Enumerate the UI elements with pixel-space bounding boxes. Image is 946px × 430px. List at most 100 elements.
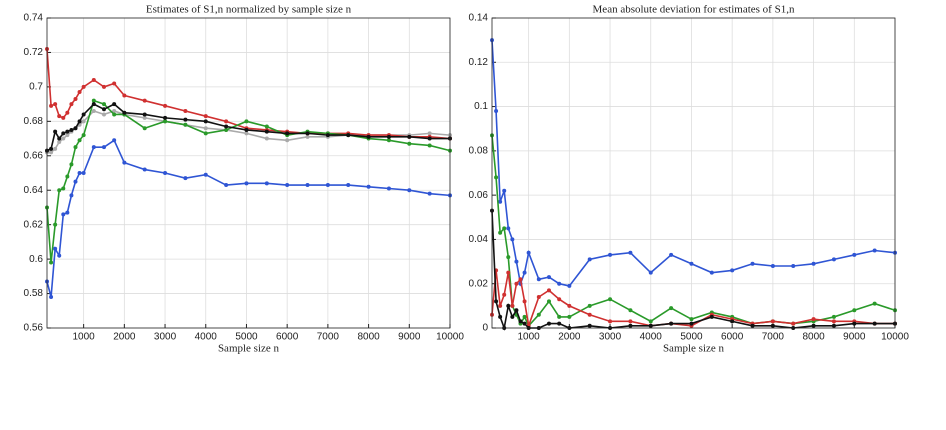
x-tick-label: 4000	[640, 332, 663, 343]
data-point	[53, 129, 58, 134]
data-point	[628, 250, 633, 255]
data-point	[494, 109, 499, 113]
plot-area	[492, 18, 895, 328]
data-point	[112, 81, 117, 86]
data-point	[567, 314, 572, 319]
data-point	[648, 323, 653, 328]
data-point	[498, 303, 503, 308]
data-point	[203, 126, 208, 131]
data-point	[49, 146, 54, 151]
data-point	[689, 317, 694, 322]
data-point	[325, 133, 330, 138]
data-point	[557, 297, 562, 302]
data-point	[506, 255, 511, 260]
data-point	[831, 257, 836, 262]
data-point	[142, 98, 147, 103]
y-tick-label: 0.56	[24, 323, 44, 334]
data-point	[510, 237, 515, 242]
y-tick-label: 0.08	[469, 145, 489, 156]
data-point	[77, 138, 82, 143]
x-tick-label: 1000	[73, 332, 96, 343]
data-point	[648, 319, 653, 324]
x-tick-label: 2000	[558, 332, 581, 343]
data-point	[427, 143, 432, 148]
chart-title: Estimates of S1,n normalized by sample s…	[146, 4, 352, 16]
data-point	[49, 103, 54, 108]
data-point	[49, 260, 54, 265]
data-point	[65, 110, 70, 115]
x-tick-label: 2000	[113, 332, 136, 343]
x-tick-label: 8000	[357, 332, 380, 343]
data-point	[536, 312, 541, 317]
data-point	[770, 323, 775, 328]
data-point	[506, 226, 511, 231]
data-point	[81, 171, 86, 175]
x-tick-label: 10000	[881, 332, 909, 343]
data-point	[872, 301, 877, 306]
data-point	[73, 126, 78, 131]
data-point	[57, 188, 62, 193]
data-point	[244, 181, 249, 186]
data-point	[567, 283, 572, 288]
data-point	[61, 131, 66, 136]
data-point	[386, 134, 391, 139]
data-point	[91, 145, 96, 150]
y-tick-label: 0	[482, 323, 488, 334]
data-point	[65, 174, 70, 179]
data-point	[61, 115, 66, 120]
data-point	[546, 288, 551, 293]
data-point	[77, 119, 82, 124]
data-point	[669, 252, 674, 257]
data-point	[101, 112, 106, 117]
data-point	[770, 319, 775, 324]
data-point	[264, 129, 269, 134]
data-point	[244, 131, 249, 136]
data-point	[709, 270, 714, 275]
data-point	[852, 308, 857, 313]
data-point	[122, 93, 127, 98]
data-point	[224, 127, 229, 132]
data-point	[872, 248, 877, 253]
x-tick-label: 10000	[436, 332, 464, 343]
data-point	[305, 131, 310, 136]
data-point	[73, 179, 78, 184]
data-point	[628, 323, 633, 328]
data-point	[112, 109, 117, 113]
data-point	[49, 150, 54, 155]
data-point	[366, 184, 371, 189]
data-point	[648, 270, 653, 275]
data-point	[224, 119, 229, 124]
data-point	[831, 323, 836, 328]
data-point	[53, 146, 58, 151]
data-point	[73, 96, 78, 101]
data-point	[346, 183, 351, 188]
data-point	[122, 110, 127, 115]
data-point	[750, 323, 755, 328]
data-point	[494, 299, 499, 304]
data-point	[522, 299, 527, 304]
data-point	[587, 312, 592, 317]
y-tick-label: 0.66	[24, 150, 44, 161]
data-point	[53, 102, 58, 107]
data-point	[65, 129, 70, 134]
data-point	[57, 253, 62, 258]
data-point	[142, 167, 147, 172]
data-point	[91, 78, 96, 82]
axes-frame	[46, 17, 451, 329]
data-point	[407, 134, 412, 139]
data-point	[689, 261, 694, 266]
data-point	[91, 102, 96, 107]
data-point	[69, 127, 74, 132]
data-point	[730, 319, 735, 324]
x-tick-label: 6000	[276, 332, 299, 343]
data-point	[224, 183, 229, 188]
data-point	[224, 124, 229, 129]
data-point	[163, 103, 168, 108]
data-point	[852, 252, 857, 257]
data-point	[567, 303, 572, 308]
data-point	[791, 264, 796, 268]
data-point	[264, 181, 269, 186]
data-point	[61, 136, 66, 141]
y-tick-label: 0.62	[24, 219, 44, 230]
y-tick-label: 0.74	[24, 13, 44, 24]
